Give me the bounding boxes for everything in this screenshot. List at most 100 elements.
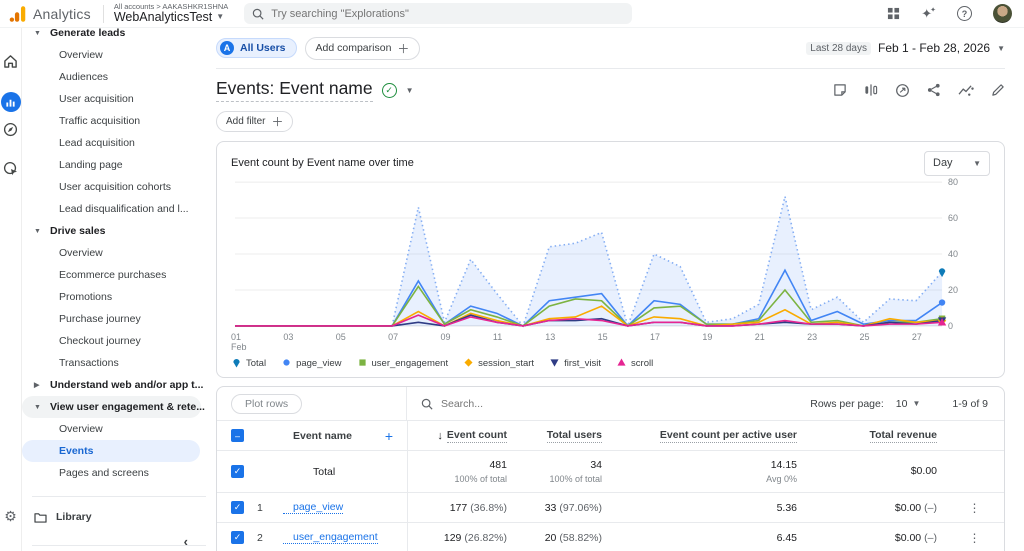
interval-select[interactable]: Day ▼ <box>924 151 990 176</box>
home-icon[interactable] <box>3 54 18 68</box>
top-bar: Analytics All accounts > AAKASHKR1SHNA W… <box>0 0 1024 28</box>
sidebar-item-checkout-journey[interactable]: Checkout journey <box>22 330 206 352</box>
reports-icon-selected[interactable] <box>1 92 21 112</box>
sidebar-item-overview[interactable]: Overview <box>22 418 206 440</box>
collapse-sidebar-icon[interactable]: ‹ <box>184 534 188 549</box>
table-total-row: ✓ Total 481100% of total 34100% of total… <box>217 450 1004 492</box>
legend-item-first-visit[interactable]: first_visit <box>549 357 601 369</box>
row-checkbox[interactable]: ✓ <box>231 465 244 478</box>
legend-marker-circle-icon <box>281 357 292 369</box>
sidebar-section-understand-web-and-or-app-t[interactable]: ▶ Understand web and/or app t... <box>22 374 206 396</box>
legend-item-total[interactable]: Total <box>231 357 266 369</box>
table-search-input[interactable] <box>441 398 601 410</box>
account-switcher[interactable]: All accounts > AAKASHKR1SHNA WebAnalytic… <box>114 3 228 24</box>
avatar[interactable] <box>993 4 1012 23</box>
revenue-cell: $0.00(–) <box>805 523 945 551</box>
chart-title: Event count by Event name over time <box>231 157 414 169</box>
events-table-card: Plot rows Rows per page: 10 ▼ <box>216 386 1005 551</box>
table-controls: Plot rows Rows per page: 10 ▼ <box>217 387 1004 420</box>
sidebar-item-pages-and-screens[interactable]: Pages and screens <box>22 462 206 484</box>
column-header-total-revenue[interactable]: Total revenue <box>805 421 945 450</box>
row-menu-kebab-icon[interactable]: ⋮ <box>945 493 1004 522</box>
svg-text:19: 19 <box>702 332 712 342</box>
legend-marker-triangle-up-icon <box>616 357 627 369</box>
row-number: 1 <box>257 493 283 522</box>
all-users-chip[interactable]: A All Users <box>216 38 297 58</box>
chevron-down-icon[interactable]: ▼ <box>406 86 414 95</box>
sidebar-item-promotions[interactable]: Promotions <box>22 286 206 308</box>
nav-rail: ⚙ <box>0 28 22 551</box>
comparison-bars-icon[interactable] <box>864 83 878 97</box>
sidebar-item-overview[interactable]: Overview <box>22 44 206 66</box>
sidebar-item-lead-acquisition[interactable]: Lead acquisition <box>22 132 206 154</box>
apps-grid-icon[interactable] <box>887 7 900 20</box>
legend-item-user-engagement[interactable]: user_engagement <box>357 357 449 369</box>
row-number: 2 <box>257 523 283 551</box>
add-filter-button[interactable]: Add filter ＋ <box>216 111 293 132</box>
divider <box>32 545 206 546</box>
help-icon[interactable]: ? <box>957 6 972 21</box>
chevron-down-icon: ▼ <box>216 13 224 21</box>
sidebar-section-drive-sales[interactable]: ▼ Drive sales <box>22 220 206 242</box>
event-name-link[interactable]: page_view <box>283 501 343 514</box>
row-checkbox[interactable]: ✓ <box>231 501 244 514</box>
insights-icon[interactable] <box>895 83 910 98</box>
column-header-total-users[interactable]: Total users <box>515 421 610 450</box>
data-quality-check-icon[interactable]: ✓ <box>382 83 397 98</box>
divider <box>32 496 206 497</box>
sidebar-item-library[interactable]: Library <box>22 501 206 533</box>
plot-rows-button[interactable]: Plot rows <box>231 394 302 414</box>
sidebar-item-transactions[interactable]: Transactions <box>22 352 206 374</box>
reports-sidebar: ▼ Generate leads Overview Audiences User… <box>22 28 206 551</box>
rows-per-page-select[interactable]: 10 ▼ <box>896 398 921 410</box>
svg-text:15: 15 <box>598 332 608 342</box>
sidebar-item-overview[interactable]: Overview <box>22 242 206 264</box>
legend-item-page-view[interactable]: page_view <box>281 357 341 369</box>
legend-marker-square-icon <box>357 357 368 369</box>
edit-pencil-icon[interactable] <box>991 83 1005 97</box>
table-search[interactable] <box>407 398 810 410</box>
search-input[interactable] <box>271 8 624 20</box>
gemini-sparkle-icon[interactable]: ✦✦ <box>921 6 936 22</box>
global-search[interactable] <box>244 3 632 24</box>
column-header-event-name[interactable]: Event name <box>283 430 352 442</box>
total-users-cell: 20(58.82%) <box>515 523 610 551</box>
sidebar-item-ecommerce-purchases[interactable]: Ecommerce purchases <box>22 264 206 286</box>
column-header-event-count-per-active-user[interactable]: Event count per active user <box>610 421 805 450</box>
row-checkbox[interactable]: ✓ <box>231 531 244 544</box>
analytics-logo-icon <box>8 5 27 23</box>
add-note-icon[interactable] <box>833 83 847 97</box>
date-range-picker[interactable]: Last 28 days Feb 1 - Feb 28, 2026 ▼ <box>806 41 1005 55</box>
add-column-icon[interactable]: + <box>385 428 407 444</box>
select-all-checkbox[interactable]: – <box>231 429 244 442</box>
timeseries-chart: 02040608001Feb03050709111315171921232527 <box>231 176 990 352</box>
analytics-logo[interactable]: Analytics <box>8 5 101 23</box>
sidebar-section-generate-leads[interactable]: ▼ Generate leads <box>22 28 206 44</box>
svg-text:05: 05 <box>336 332 346 342</box>
plus-icon: ＋ <box>397 40 409 57</box>
sidebar-item-audiences[interactable]: Audiences <box>22 66 206 88</box>
sidebar-item-landing-page[interactable]: Landing page <box>22 154 206 176</box>
column-header-event-count[interactable]: ↓ Event count <box>407 421 515 450</box>
insights-sparkline-icon[interactable] <box>958 84 974 97</box>
sidebar-item-user-acquisition-cohorts[interactable]: User acquisition cohorts <box>22 176 206 198</box>
legend-item-scroll[interactable]: scroll <box>616 357 653 369</box>
sidebar-section-view-user-engagement-rete[interactable]: ▼ View user engagement & rete... <box>22 396 201 418</box>
sidebar-item-lead-disqualification-and-l[interactable]: Lead disqualification and l... <box>22 198 206 220</box>
total-label: Total <box>283 451 407 492</box>
comparison-bar: A All Users Add comparison ＋ Last 28 day… <box>216 28 1005 69</box>
event-name-link[interactable]: user_engagement <box>283 531 378 544</box>
advertising-icon[interactable] <box>3 161 18 176</box>
admin-gear-icon[interactable]: ⚙ <box>4 508 17 525</box>
sidebar-item-events[interactable]: Events <box>22 440 200 462</box>
event-count-cell: 177(36.8%) <box>407 493 515 522</box>
row-menu-kebab-icon[interactable]: ⋮ <box>945 523 1004 551</box>
sidebar-item-user-acquisition[interactable]: User acquisition <box>22 88 206 110</box>
legend-item-session-start[interactable]: session_start <box>463 357 534 369</box>
share-icon[interactable] <box>927 83 941 97</box>
sidebar-item-purchase-journey[interactable]: Purchase journey <box>22 308 206 330</box>
sidebar-item-traffic-acquisition[interactable]: Traffic acquisition <box>22 110 206 132</box>
explore-icon[interactable] <box>3 122 18 137</box>
chevron-down-icon: ▼ <box>912 399 920 408</box>
add-comparison-button[interactable]: Add comparison ＋ <box>305 37 421 60</box>
